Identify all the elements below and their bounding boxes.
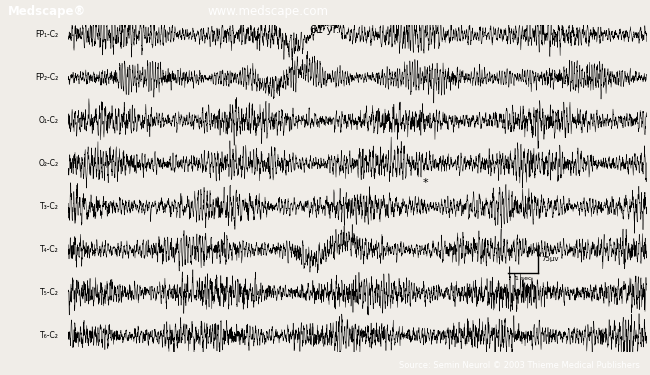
- Text: FP₂-C₂: FP₂-C₂: [35, 73, 58, 82]
- Text: 75μv: 75μv: [541, 256, 559, 262]
- Text: T₅-C₂: T₅-C₂: [40, 288, 58, 297]
- Text: *: *: [423, 178, 428, 188]
- Text: FP₁-C₂: FP₁-C₂: [35, 30, 58, 39]
- Text: www.medscape.com: www.medscape.com: [208, 4, 329, 18]
- Text: T₆-C₂: T₆-C₂: [40, 331, 58, 340]
- Text: T₄-C₂: T₄-C₂: [40, 245, 58, 254]
- Text: T₃-C₂: T₃-C₂: [40, 202, 58, 211]
- Text: 1 sec: 1 sec: [515, 276, 531, 281]
- Text: O₂-C₂: O₂-C₂: [38, 159, 58, 168]
- Text: 61 yr.: 61 yr.: [310, 25, 340, 35]
- Text: Medscape®: Medscape®: [8, 4, 86, 18]
- Text: Source: Semin Neurol © 2003 Thieme Medical Publishers: Source: Semin Neurol © 2003 Thieme Medic…: [399, 360, 640, 369]
- Text: O₁-C₂: O₁-C₂: [38, 116, 58, 125]
